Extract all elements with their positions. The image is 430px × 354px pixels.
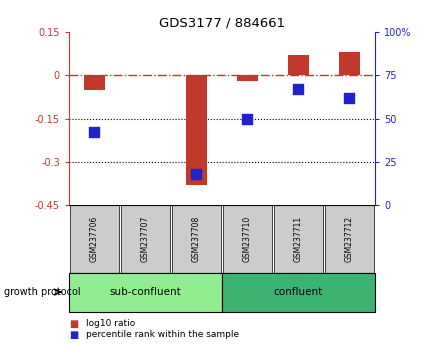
FancyBboxPatch shape bbox=[69, 273, 221, 312]
Text: confluent: confluent bbox=[273, 287, 322, 297]
FancyBboxPatch shape bbox=[324, 205, 373, 273]
Bar bbox=[338, 52, 359, 75]
Title: GDS3177 / 884661: GDS3177 / 884661 bbox=[159, 16, 284, 29]
Text: log10 ratio: log10 ratio bbox=[86, 319, 135, 329]
FancyBboxPatch shape bbox=[120, 205, 170, 273]
FancyBboxPatch shape bbox=[273, 205, 322, 273]
FancyBboxPatch shape bbox=[222, 205, 272, 273]
Bar bbox=[186, 75, 206, 185]
Text: GSM237711: GSM237711 bbox=[293, 216, 302, 262]
Point bbox=[193, 171, 200, 177]
FancyBboxPatch shape bbox=[221, 273, 374, 312]
Point bbox=[294, 86, 301, 92]
Text: growth protocol: growth protocol bbox=[4, 287, 81, 297]
Text: ■: ■ bbox=[69, 319, 78, 329]
Bar bbox=[288, 55, 308, 75]
Point bbox=[243, 116, 250, 121]
Point bbox=[345, 95, 352, 101]
Bar bbox=[237, 75, 257, 81]
Text: ■: ■ bbox=[69, 330, 78, 339]
Text: GSM237712: GSM237712 bbox=[344, 216, 353, 262]
Text: GSM237710: GSM237710 bbox=[243, 216, 252, 262]
Text: GSM237707: GSM237707 bbox=[141, 216, 150, 262]
FancyBboxPatch shape bbox=[70, 205, 119, 273]
Text: GSM237708: GSM237708 bbox=[191, 216, 200, 262]
FancyBboxPatch shape bbox=[171, 205, 221, 273]
Text: sub-confluent: sub-confluent bbox=[109, 287, 181, 297]
Text: percentile rank within the sample: percentile rank within the sample bbox=[86, 330, 239, 339]
Text: GSM237706: GSM237706 bbox=[90, 216, 99, 262]
Bar bbox=[84, 75, 104, 90]
Point bbox=[91, 130, 98, 135]
